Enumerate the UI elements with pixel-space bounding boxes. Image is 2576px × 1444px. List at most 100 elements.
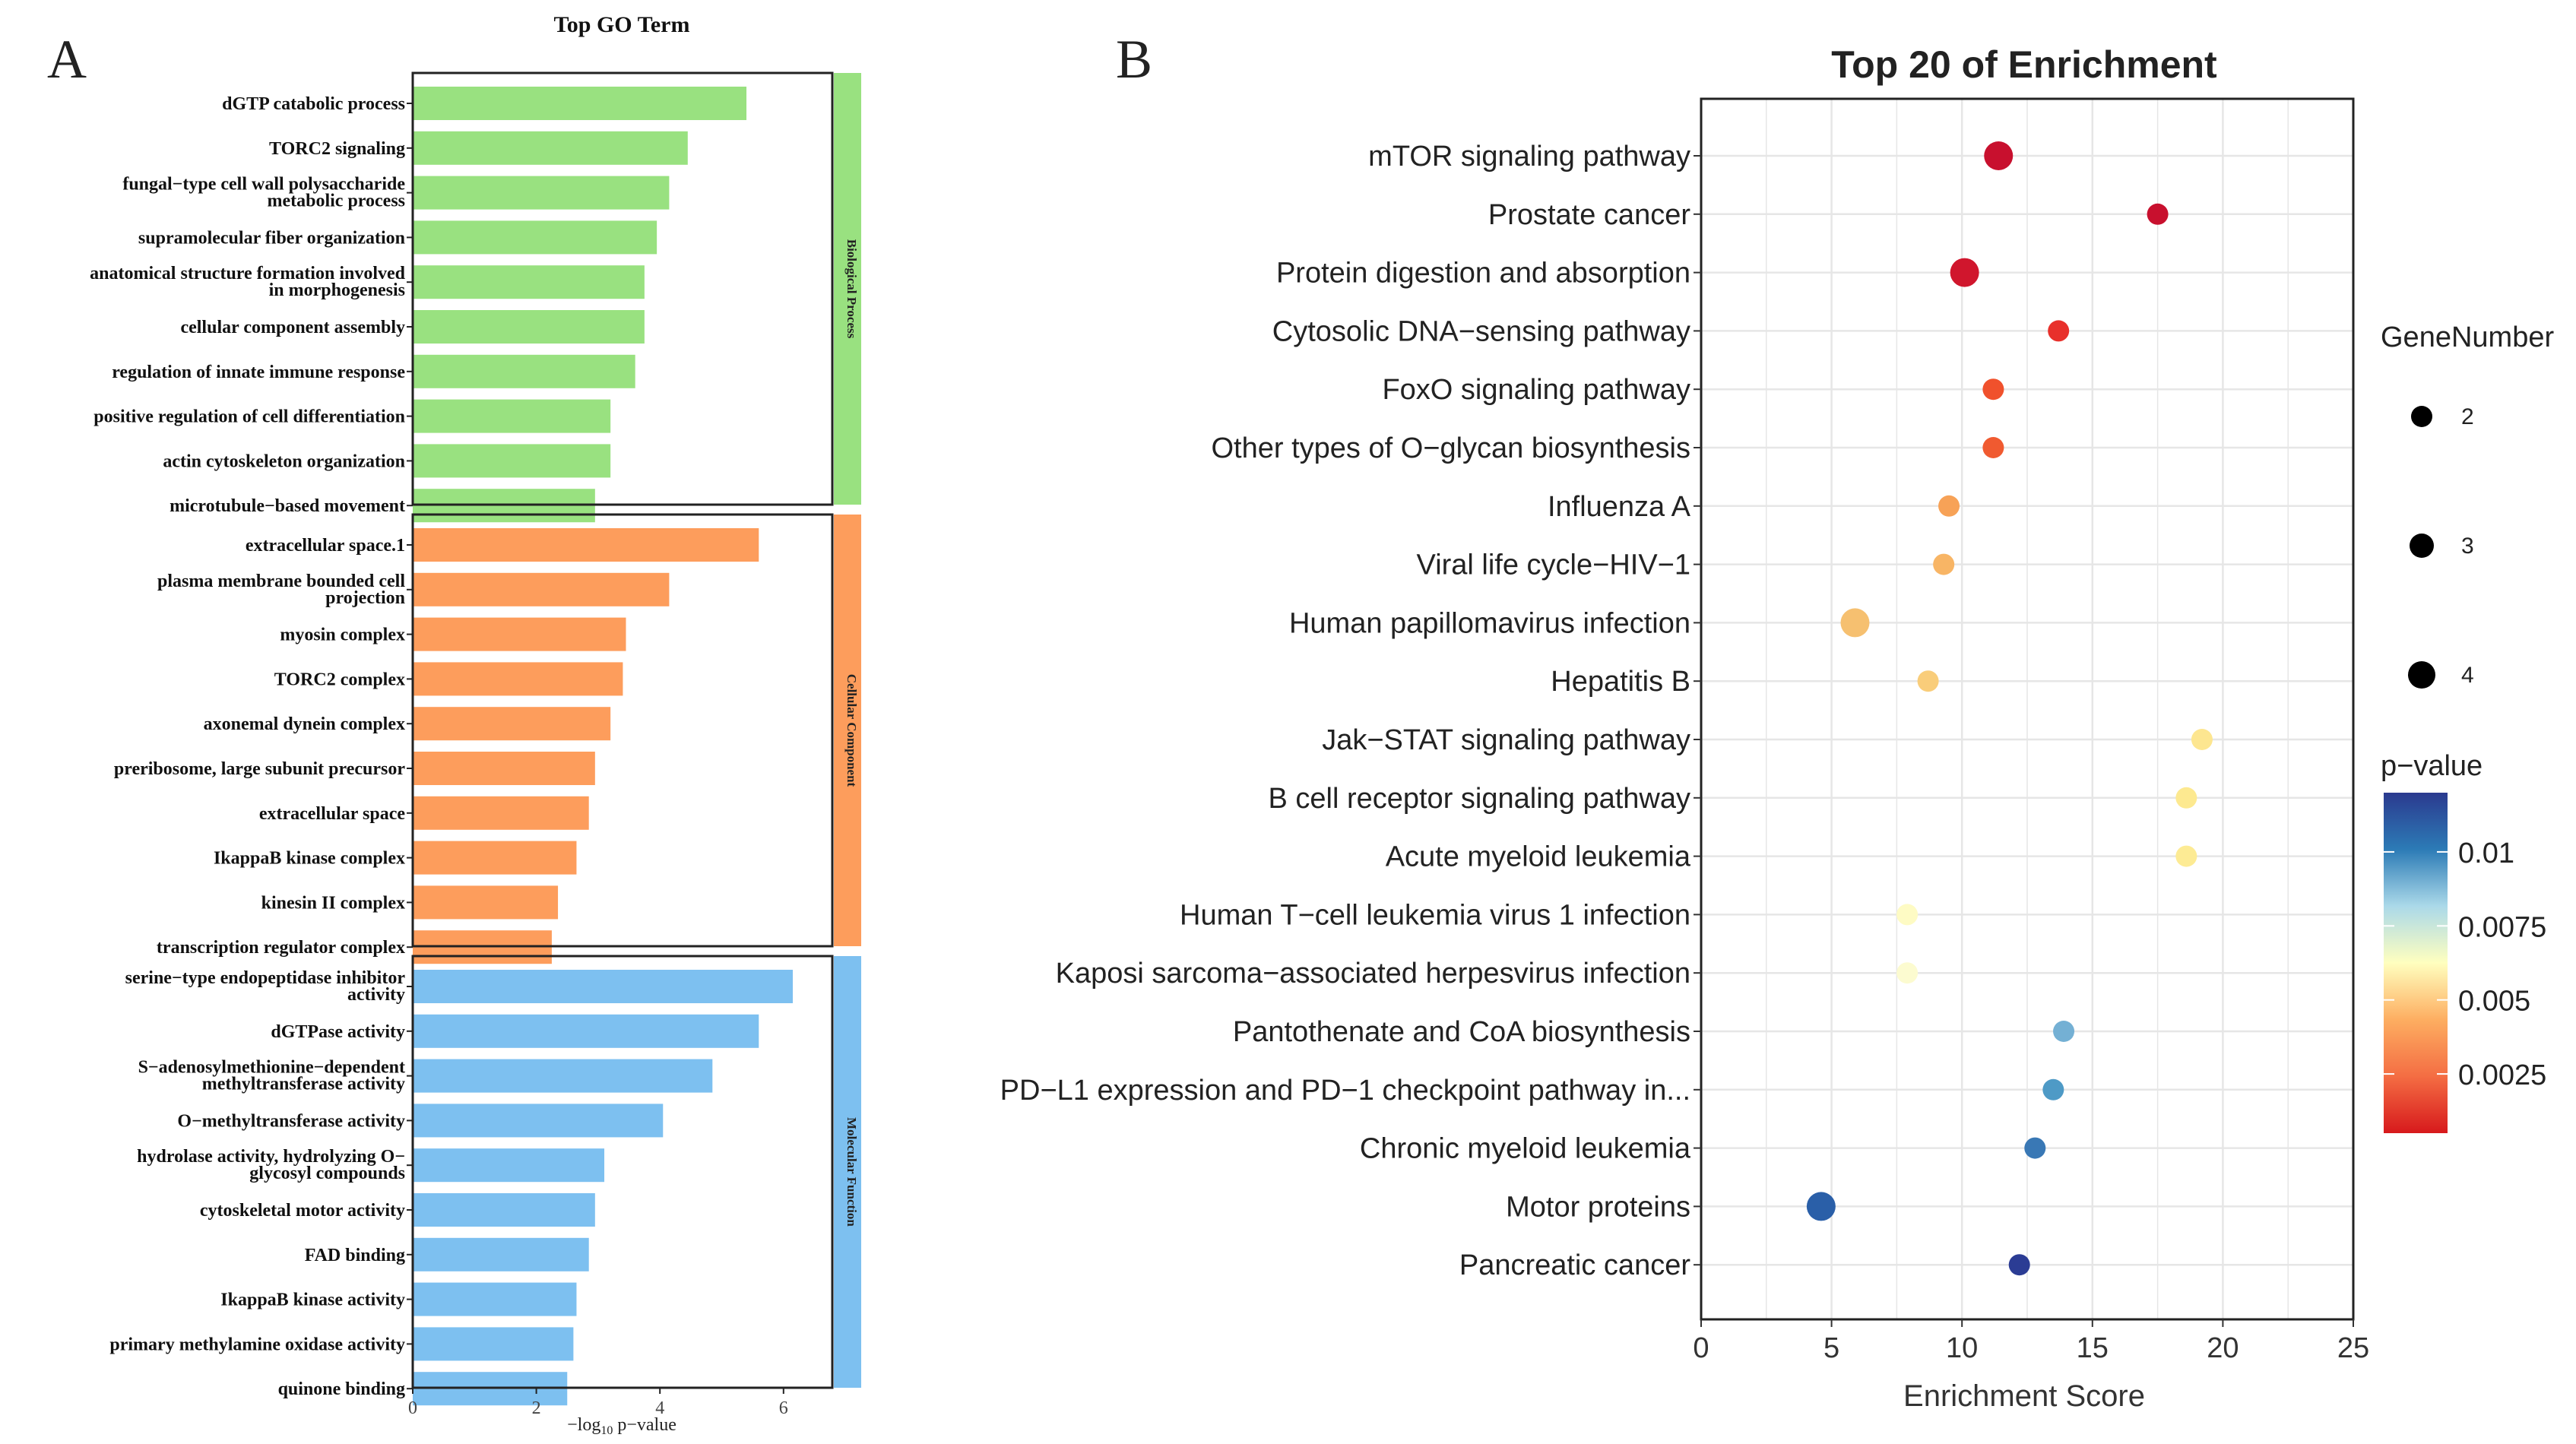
go-bar xyxy=(413,885,559,920)
enrichment-point xyxy=(2048,320,2070,342)
pathway-label: Viral life cycle−HIV−1 xyxy=(1417,549,1690,581)
panel-b-enrichment-dot-plot: B Top 20 of Enrichment mTOR signaling pa… xyxy=(1000,29,2555,1413)
enrichment-point xyxy=(2175,845,2197,867)
legend-pvalue-colorbar xyxy=(2384,793,2448,1133)
go-bar xyxy=(413,1282,577,1316)
enrichment-point xyxy=(1950,258,1979,287)
go-term-label: fungal−type cell wall polysaccharide meta… xyxy=(122,175,405,211)
go-term-label: supramolecular fiber organization xyxy=(138,228,405,248)
panel-b-label: B xyxy=(1116,29,1152,90)
go-bar xyxy=(413,1014,759,1048)
go-bar xyxy=(413,444,611,478)
pathway-label: Jak−STAT signaling pathway xyxy=(1322,724,1690,756)
legend-pvalue-label: 0.005 xyxy=(2458,986,2530,1018)
pathway-label: mTOR signaling pathway xyxy=(1368,141,1690,173)
x-tick-label: 2 xyxy=(532,1398,541,1418)
legend-size-label: 3 xyxy=(2461,534,2474,559)
legend-size-dot xyxy=(2410,534,2434,558)
enrichment-point xyxy=(1982,378,2004,401)
go-term-label: FAD binding xyxy=(305,1246,405,1265)
panel-a-label: A xyxy=(47,29,87,90)
enrichment-point xyxy=(2191,729,2213,750)
legend-size-dot xyxy=(2408,661,2435,689)
go-bar xyxy=(413,662,623,696)
enrichment-point xyxy=(2175,787,2197,809)
go-term-label: S−adenosylmethionine−dependent methyltran… xyxy=(138,1058,405,1094)
x-tick-label: 0 xyxy=(1693,1332,1709,1364)
pathway-label: Chronic myeloid leukemia xyxy=(1360,1133,1691,1165)
go-term-label: O−methyltransferase activity xyxy=(177,1111,405,1131)
go-term-label: transcription regulator complex xyxy=(157,938,405,958)
go-bar xyxy=(413,265,645,299)
legend-pvalue-title: p−value xyxy=(2381,750,2483,782)
go-term-label: TORC2 complex xyxy=(274,670,405,689)
x-tick-label: 5 xyxy=(1823,1332,1839,1364)
enrichment-point xyxy=(2008,1254,2030,1276)
panel-b-title: Top 20 of Enrichment xyxy=(1831,43,2217,86)
go-term-label: cytoskeletal motor activity xyxy=(200,1201,405,1221)
go-term-label: regulation of innate immune response xyxy=(112,363,405,382)
enrichment-point xyxy=(1984,141,2014,170)
go-bar xyxy=(413,131,688,165)
go-category-strip-label: Molecular Function xyxy=(844,1117,859,1227)
x-tick-label: 6 xyxy=(779,1398,788,1418)
panel-b-plot-frame xyxy=(1700,97,2355,1321)
go-bar xyxy=(413,87,747,120)
go-term-label: cellular component assembly xyxy=(180,318,405,337)
go-panel-frame xyxy=(411,513,834,948)
go-term-label: IkappaB kinase activity xyxy=(220,1290,405,1310)
go-term-label: positive regulation of cell differentiat… xyxy=(93,407,405,427)
go-category-strip xyxy=(834,73,861,505)
go-term-label: serine−type endopeptidase inhibitor activ… xyxy=(125,968,406,1005)
go-term-label: extracellular space xyxy=(259,804,406,824)
legend-size-dot xyxy=(2411,406,2432,427)
x-tick-label: 10 xyxy=(1946,1332,1978,1364)
enrichment-point xyxy=(1917,670,1939,692)
go-bar xyxy=(413,572,670,606)
go-term-label: primary methylamine oxidase activity xyxy=(109,1335,405,1354)
go-category-strip-label: Cellular Component xyxy=(844,674,859,787)
go-term-label: anatomical structure formation involved i… xyxy=(90,264,405,300)
pathway-label: PD−L1 expression and PD−1 checkpoint pat… xyxy=(1000,1075,1690,1107)
pathway-label: Prostate cancer xyxy=(1488,199,1690,231)
go-term-label: kinesin II complex xyxy=(261,893,405,913)
go-term-label: hydrolase activity, hydrolyzing O− glycos… xyxy=(137,1147,405,1183)
go-category-strip xyxy=(834,515,861,946)
pathway-label: Cytosolic DNA−sensing pathway xyxy=(1272,315,1690,347)
go-bar xyxy=(413,528,759,562)
panel-b-x-axis-title: Enrichment Score xyxy=(1903,1379,2145,1413)
pathway-label: Acute myeloid leukemia xyxy=(1386,841,1691,873)
go-term-label: preribosome, large subunit precursor xyxy=(114,759,405,779)
enrichment-point xyxy=(2053,1021,2075,1042)
panel-a-title: Top GO Term xyxy=(554,12,690,37)
legend-size-label: 4 xyxy=(2461,663,2474,688)
pathway-label: Hepatitis B xyxy=(1551,666,1690,698)
enrichment-point xyxy=(1938,495,1960,517)
go-bar xyxy=(413,707,611,741)
go-bar xyxy=(413,1327,574,1361)
go-bar xyxy=(413,617,626,651)
pathway-label: Human papillomavirus infection xyxy=(1289,607,1690,639)
enrichment-point xyxy=(2147,203,2169,225)
pathway-label: FoxO signaling pathway xyxy=(1382,374,1690,406)
pathway-label: Kaposi sarcoma−associated herpesvirus in… xyxy=(1056,958,1690,990)
go-term-label: axonemal dynein complex xyxy=(204,714,405,734)
go-bar xyxy=(413,1059,713,1093)
go-category-strip-label: Biological Process xyxy=(844,239,859,339)
x-tick-label: 4 xyxy=(655,1398,664,1418)
enrichment-point xyxy=(2024,1137,2046,1159)
pathway-label: Pancreatic cancer xyxy=(1459,1249,1690,1281)
go-term-label: TORC2 signaling xyxy=(269,139,405,159)
legend-size-label: 2 xyxy=(2461,404,2474,429)
x-tick-label: 25 xyxy=(2337,1332,2369,1364)
panel-a-go-bar-chart: A Top GO Term Biological Process Cellular… xyxy=(47,12,861,1437)
go-bar xyxy=(413,1148,605,1183)
go-bar xyxy=(413,796,589,830)
pathway-label: Protein digestion and absorption xyxy=(1276,258,1690,290)
go-bar xyxy=(413,220,657,255)
pathway-label: Other types of O−glycan biosynthesis xyxy=(1212,432,1691,464)
go-term-label: IkappaB kinase complex xyxy=(214,849,405,869)
legend-gene-number-title: GeneNumber xyxy=(2381,321,2554,353)
pathway-label: Pantothenate and CoA biosynthesis xyxy=(1233,1016,1690,1048)
